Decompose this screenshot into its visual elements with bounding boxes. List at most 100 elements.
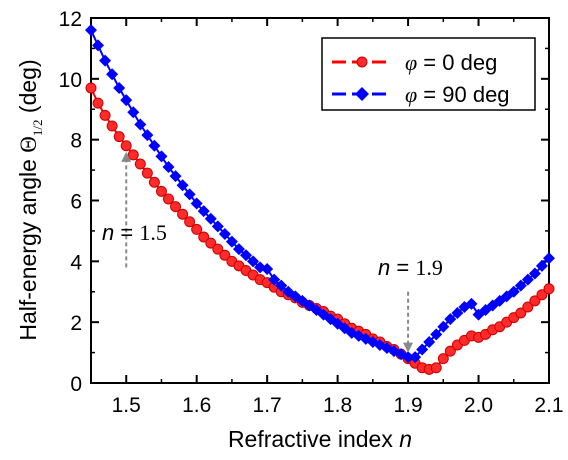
data-point <box>261 262 274 275</box>
annotations: n = 1.5 n = 1.9 <box>102 151 443 353</box>
data-point <box>240 249 253 262</box>
data-point <box>409 351 422 364</box>
data-point <box>183 188 196 201</box>
data-point <box>190 197 203 210</box>
annotation-arrowhead-n-1-9 <box>403 342 414 353</box>
x-tick-label: 1.6 <box>182 394 211 417</box>
legend-entry-phi-90: φ = 90 deg <box>332 82 510 107</box>
axis-ticks <box>90 17 550 384</box>
data-point <box>528 267 541 280</box>
data-point <box>134 158 146 170</box>
data-point <box>148 176 160 188</box>
data-point <box>197 205 210 218</box>
y-tick-label: 6 <box>70 191 82 214</box>
data-point <box>169 170 182 183</box>
data-point <box>106 68 119 81</box>
data-point <box>155 150 168 163</box>
data-point <box>176 179 189 192</box>
data-point <box>219 249 231 261</box>
data-point <box>184 216 196 228</box>
data-point <box>507 285 520 298</box>
x-tick-label: 1.8 <box>323 394 352 417</box>
data-point <box>275 279 288 292</box>
data-point <box>247 255 260 268</box>
y-tick-labels: 0 2 4 6 8 10 12 <box>59 8 83 396</box>
annotation-n-1-5-var: n <box>102 220 114 245</box>
x-tick-label: 1.5 <box>112 394 141 417</box>
data-point <box>141 167 153 179</box>
y-tick-label: 2 <box>70 312 82 335</box>
data-point <box>521 273 534 286</box>
data-point <box>402 351 415 364</box>
data-point <box>155 185 167 197</box>
y-tick-label: 0 <box>70 373 82 396</box>
legend-label-phi-0-symbol: φ <box>405 50 417 75</box>
y-axis-title-subscript: 1/2 <box>30 119 45 136</box>
data-point <box>268 273 281 286</box>
data-point <box>134 118 147 131</box>
data-point <box>148 139 161 152</box>
x-tick-label: 2.1 <box>534 394 563 417</box>
data-point <box>127 149 139 161</box>
y-axis-title-symbol: Θ <box>16 136 41 153</box>
legend-label-phi-0-rest: = 0 deg <box>417 50 497 75</box>
legend-entry-phi-0: φ = 0 deg <box>332 50 497 75</box>
data-point <box>85 82 97 94</box>
data-point <box>437 353 449 365</box>
data-point <box>437 320 450 333</box>
data-point <box>120 94 133 107</box>
data-point <box>522 301 534 313</box>
series-phi-90 <box>85 24 555 364</box>
annotation-n-1-5-value: 1.5 <box>139 220 167 245</box>
data-point <box>205 237 217 249</box>
data-point <box>430 328 443 341</box>
legend-label-phi-0: φ = 0 deg <box>405 50 497 75</box>
legend-marker-phi-0 <box>356 56 368 68</box>
data-point <box>444 345 456 357</box>
data-point <box>232 243 245 256</box>
x-axis-title-text: Refractive index <box>228 426 393 452</box>
annotation-n-1-9-eq: = <box>390 255 415 280</box>
annotation-arrowhead-n-1-5 <box>121 151 132 162</box>
data-point <box>127 106 140 119</box>
x-tick-label: 2.0 <box>464 394 493 417</box>
data-point <box>218 227 231 240</box>
x-tick-label: 1.7 <box>253 394 282 417</box>
data-point <box>211 220 224 233</box>
legend-label-phi-90-symbol: φ <box>405 82 417 107</box>
data-point <box>225 235 238 248</box>
annotation-n-1-9: n = 1.9 <box>378 255 443 280</box>
data-point <box>162 161 175 174</box>
data-point <box>163 193 175 205</box>
y-tick-label: 10 <box>59 69 82 92</box>
annotation-n-1-9-value: 1.9 <box>415 255 443 280</box>
data-point <box>92 39 105 52</box>
y-tick-label: 4 <box>70 251 82 274</box>
data-point <box>99 109 111 121</box>
data-point <box>85 24 97 37</box>
y-tick-label: 12 <box>59 8 82 31</box>
data-point <box>543 283 555 295</box>
data-point <box>113 131 125 143</box>
data-point <box>529 295 541 307</box>
x-tick-label: 1.9 <box>393 394 422 417</box>
data-point <box>92 97 104 109</box>
legend: φ = 0 deg φ = 90 deg <box>321 37 536 111</box>
annotation-n-1-5: n = 1.5 <box>102 220 167 245</box>
data-point <box>198 231 210 243</box>
data-point <box>99 54 112 67</box>
data-point <box>543 252 555 265</box>
y-tick-label: 8 <box>70 130 82 153</box>
data-point <box>515 307 527 319</box>
data-point <box>204 212 217 225</box>
y-axis-title-text: Half-energy angle <box>15 159 41 341</box>
data-point <box>465 297 478 310</box>
y-axis-title: Half-energy angle Θ1/2 (deg) <box>15 59 45 340</box>
data-point <box>141 129 154 142</box>
data-point <box>535 259 548 272</box>
legend-label-phi-90: φ = 90 deg <box>405 82 510 107</box>
data-point <box>430 362 442 374</box>
data-point <box>416 343 429 356</box>
data-point <box>191 223 203 235</box>
